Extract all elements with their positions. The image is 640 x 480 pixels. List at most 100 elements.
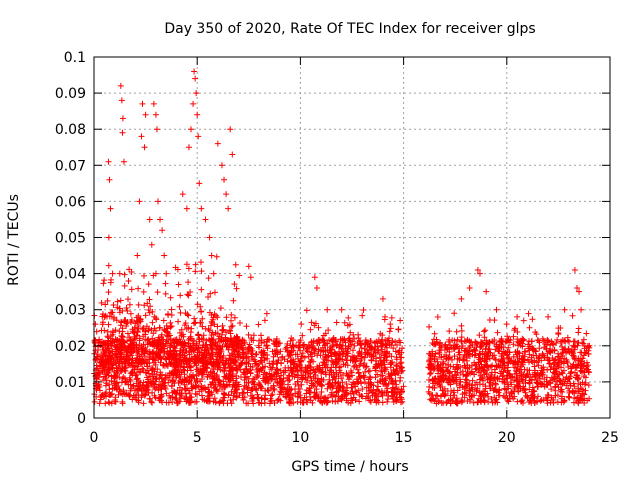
band-point bbox=[245, 400, 252, 407]
elevated-point bbox=[228, 317, 235, 324]
band-point bbox=[118, 368, 125, 375]
band-point bbox=[500, 368, 507, 375]
band-point bbox=[469, 377, 476, 384]
data-point bbox=[106, 176, 113, 183]
band-point bbox=[126, 374, 133, 381]
elevated-point bbox=[230, 341, 237, 348]
band-point bbox=[182, 390, 189, 397]
band-point bbox=[296, 385, 303, 392]
elevated-point bbox=[185, 324, 192, 331]
band-point bbox=[298, 381, 305, 388]
data-point bbox=[229, 151, 236, 158]
band-point bbox=[178, 379, 185, 386]
band-point bbox=[558, 364, 565, 371]
elevated-point bbox=[199, 315, 206, 322]
elevated-point bbox=[172, 264, 179, 271]
band-point bbox=[452, 399, 459, 405]
y-tick-label: 0.02 bbox=[55, 339, 86, 355]
elevated-point bbox=[175, 339, 182, 346]
band-point bbox=[241, 376, 248, 383]
band-point bbox=[481, 392, 488, 399]
band-point bbox=[192, 390, 199, 397]
data-point bbox=[576, 288, 583, 295]
data-point bbox=[179, 191, 186, 198]
band-point bbox=[295, 389, 302, 396]
band-point bbox=[342, 391, 349, 398]
band-point bbox=[389, 359, 396, 366]
band-point bbox=[367, 387, 374, 394]
data-point bbox=[141, 144, 148, 151]
x-tick-label: 0 bbox=[90, 430, 99, 446]
data-point bbox=[379, 295, 386, 302]
band-point bbox=[554, 373, 561, 380]
band-point bbox=[519, 397, 526, 404]
band-point bbox=[557, 325, 564, 332]
band-point bbox=[287, 337, 294, 344]
band-point bbox=[451, 353, 458, 360]
band-point bbox=[276, 375, 283, 382]
band-point bbox=[248, 336, 255, 343]
data-point bbox=[313, 285, 320, 292]
band-point bbox=[526, 324, 533, 331]
elevated-point bbox=[108, 342, 115, 349]
elevated-point bbox=[119, 360, 126, 367]
band-point bbox=[335, 398, 342, 405]
elevated-point bbox=[161, 345, 168, 352]
band-point bbox=[288, 391, 295, 398]
band-point bbox=[518, 398, 525, 405]
band-point bbox=[535, 337, 542, 344]
elevated-point bbox=[156, 324, 163, 331]
elevated-point bbox=[135, 301, 142, 308]
band-point bbox=[505, 344, 512, 351]
elevated-point bbox=[135, 360, 142, 367]
band-point bbox=[262, 392, 269, 399]
band-point bbox=[205, 388, 212, 395]
band-point bbox=[325, 357, 332, 364]
elevated-point bbox=[187, 288, 194, 295]
band-point bbox=[366, 373, 373, 380]
band-point bbox=[143, 374, 150, 381]
band-point bbox=[546, 347, 553, 354]
band-point bbox=[310, 340, 317, 347]
band-point bbox=[454, 361, 461, 368]
band-point bbox=[311, 369, 318, 376]
band-point bbox=[300, 344, 307, 351]
band-point bbox=[225, 370, 232, 377]
band-point bbox=[232, 382, 239, 389]
band-point bbox=[496, 392, 503, 399]
band-point bbox=[318, 388, 325, 395]
band-point bbox=[336, 344, 343, 351]
band-point bbox=[439, 387, 446, 394]
elevated-point bbox=[105, 338, 112, 345]
band-point bbox=[519, 340, 526, 347]
data-point bbox=[573, 285, 580, 292]
band-point bbox=[575, 374, 582, 381]
band-point bbox=[173, 366, 180, 373]
band-point bbox=[449, 372, 456, 379]
band-point bbox=[327, 349, 334, 356]
elevated-point bbox=[133, 348, 140, 355]
elevated-point bbox=[128, 360, 135, 367]
elevated-point bbox=[200, 360, 207, 367]
band-point bbox=[305, 342, 312, 349]
band-point bbox=[248, 387, 255, 394]
band-point bbox=[295, 382, 302, 389]
band-point bbox=[319, 344, 326, 351]
band-point bbox=[268, 366, 275, 373]
elevated-point bbox=[222, 341, 229, 348]
band-point bbox=[241, 371, 248, 378]
band-point bbox=[563, 374, 570, 381]
band-point bbox=[344, 384, 351, 391]
band-point bbox=[508, 357, 515, 364]
x-axis-label: GPS time / hours bbox=[291, 459, 408, 475]
band-point bbox=[482, 358, 489, 365]
band-point bbox=[210, 375, 217, 382]
elevated-point bbox=[190, 347, 197, 354]
band-point bbox=[374, 371, 381, 378]
elevated-point bbox=[154, 289, 161, 296]
elevated-point bbox=[97, 352, 104, 359]
elevated-point bbox=[202, 358, 209, 365]
band-point bbox=[363, 384, 370, 391]
elevated-point bbox=[139, 326, 146, 333]
band-point bbox=[513, 364, 520, 371]
